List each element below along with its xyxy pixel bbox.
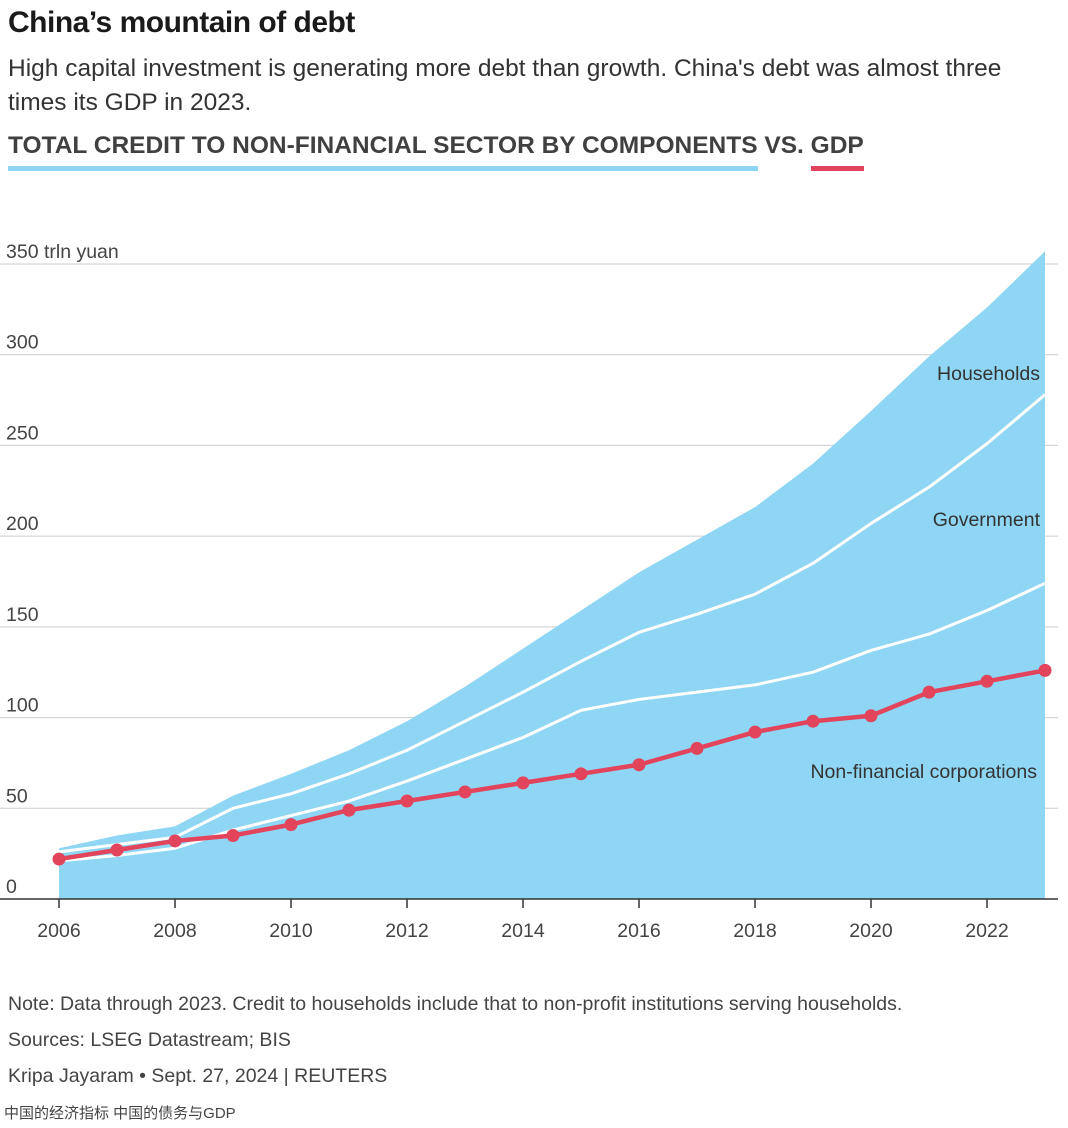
- legend-gdp: GDP: [810, 132, 864, 171]
- gdp-point-2010: [284, 818, 298, 832]
- credit-vs-gdp-chart: 2006 2008 2010 2012 2014 2016 2018 2020 2022 0 50…: [0, 241, 1058, 942]
- x-tick-label-2014: 2014: [501, 920, 545, 942]
- series-separators: [58, 393, 1046, 863]
- legend-credit: TOTAL CREDIT TO NON-FINANCIAL SECTOR BY …: [8, 132, 758, 171]
- corporations-top-line: [58, 581, 1046, 863]
- legend-header: TOTAL CREDIT TO NON-FINANCIAL SECTOR BY …: [8, 132, 864, 171]
- y-tick-label-200: 200: [6, 513, 39, 535]
- chart-title: China’s mountain of debt: [8, 6, 355, 39]
- gdp-point-2023: [1038, 663, 1052, 677]
- gdp-point-2018: [748, 725, 762, 739]
- gdp-point-2012: [400, 794, 414, 808]
- gdp-point-2020: [864, 709, 878, 723]
- tags: 中国的经济指标 中国的债务与GDP: [4, 1105, 236, 1122]
- series-annotations: Households Government Non-financial corpor…: [810, 363, 1040, 783]
- x-axis: 2006 2008 2010 2012 2014 2016 2018 2020 2022: [0, 898, 1058, 942]
- y-tick-label-100: 100: [6, 695, 39, 717]
- legend-vs: VS.: [757, 132, 811, 159]
- credit-total-area: [59, 251, 1045, 900]
- x-tick-label-2022: 2022: [965, 920, 1008, 942]
- footnote: Note: Data through 2023. Credit to house…: [8, 993, 903, 1015]
- y-tick-label-50: 50: [6, 785, 28, 807]
- byline: Kripa Jayaram • Sept. 27, 2024 | REUTERS: [8, 1065, 388, 1087]
- x-tick-label-2012: 2012: [385, 920, 428, 942]
- government-label: Government: [933, 509, 1041, 531]
- gdp-series: [52, 663, 1052, 866]
- grid-lines: [0, 263, 1058, 809]
- x-tick-label-2006: 2006: [37, 920, 80, 942]
- y-tick-label-150: 150: [6, 604, 39, 626]
- x-tick-label-2016: 2016: [617, 920, 660, 942]
- y-axis-labels: 0 50 100 150 200 250 300 350 trln yuan: [6, 241, 119, 898]
- chart-subtitle: High capital investment is generating mo…: [8, 55, 1002, 116]
- gdp-point-2014: [516, 776, 530, 790]
- households-label: Households: [937, 363, 1040, 385]
- government-top-line: [58, 393, 1046, 854]
- gdp-point-2015: [574, 767, 588, 781]
- y-tick-label-350: 350 trln yuan: [6, 241, 119, 263]
- gdp-line: [58, 668, 1046, 862]
- gdp-point-2021: [922, 685, 936, 699]
- x-tick-label-2008: 2008: [153, 920, 196, 942]
- corporations-label: Non-financial corporations: [810, 761, 1037, 783]
- gdp-point-2011: [342, 803, 356, 817]
- gdp-point-2017: [690, 741, 704, 755]
- sources: Sources: LSEG Datastream; BIS: [8, 1029, 291, 1051]
- gdp-point-2008: [168, 834, 182, 848]
- x-tick-label-2010: 2010: [269, 920, 313, 942]
- gdp-point-2007: [110, 843, 124, 857]
- gdp-point-2022: [980, 674, 994, 688]
- gdp-point-2019: [806, 714, 820, 728]
- gdp-point-2006: [52, 852, 66, 866]
- gdp-point-2016: [632, 758, 646, 772]
- gdp-point-2013: [458, 785, 472, 799]
- y-tick-label-0: 0: [6, 876, 17, 898]
- gdp-point-2009: [226, 829, 240, 842]
- y-tick-label-250: 250: [6, 422, 39, 444]
- y-tick-label-300: 300: [6, 332, 39, 354]
- x-tick-label-2020: 2020: [849, 920, 893, 942]
- stacked-areas: [59, 251, 1045, 900]
- x-tick-label-2018: 2018: [733, 920, 776, 942]
